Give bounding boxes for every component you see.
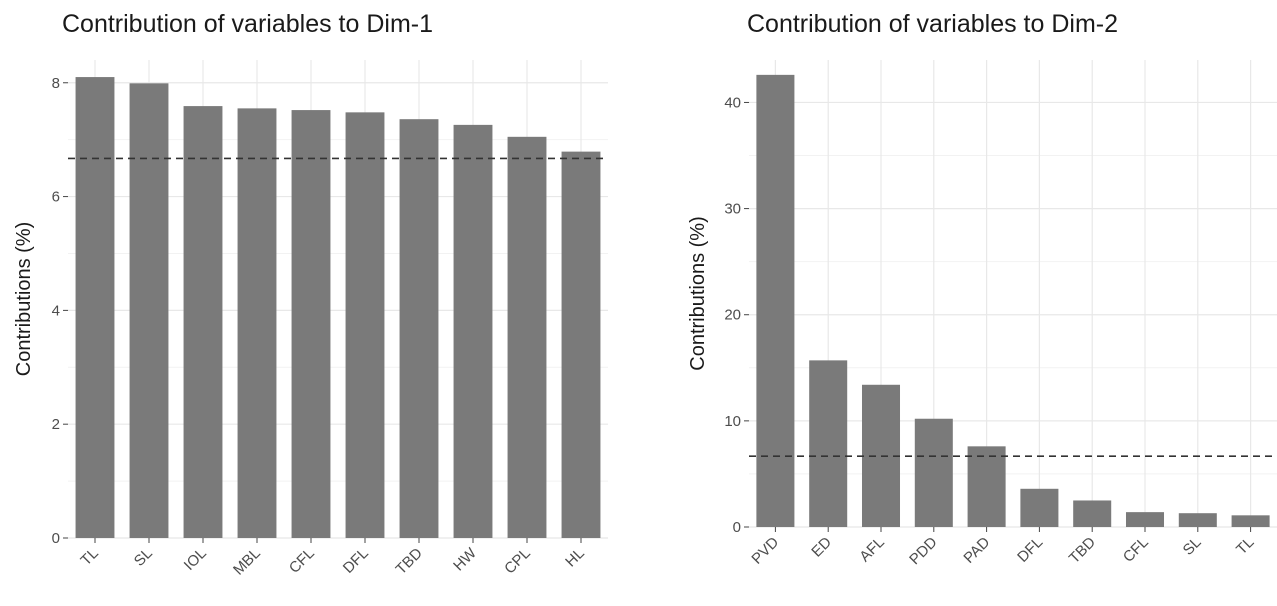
x-tick-label: CFL [286, 545, 318, 577]
y-tick-label: 40 [724, 94, 741, 111]
chart-title: Contribution of variables to Dim-2 [747, 10, 1118, 38]
y-tick-label: 4 [52, 302, 60, 319]
x-tick-label: ED [808, 534, 835, 561]
bar-pdd [914, 418, 953, 527]
bar-tl [75, 77, 115, 539]
bar-dfl [1020, 488, 1059, 527]
x-tick-label: TL [77, 545, 101, 569]
bar-hw [453, 124, 493, 538]
bar-pvd [756, 74, 795, 527]
x-tick-label: TBD [393, 545, 426, 578]
x-tick-label: PVD [748, 534, 782, 568]
bar-mbl [237, 108, 277, 538]
x-tick-label: PAD [960, 534, 993, 567]
x-tick-label: CFL [1120, 534, 1152, 566]
chart-panel-dim2: Contribution of variables to Dim-2 0 10 20… [640, 0, 1277, 606]
y-tick-label: 0 [733, 519, 741, 536]
chart-title: Contribution of variables to Dim-1 [62, 10, 433, 38]
x-tick-label: CPL [501, 545, 534, 578]
bar-hl [561, 151, 601, 538]
x-tick-label: DFL [1014, 534, 1046, 566]
x-tick-label: HW [450, 544, 480, 574]
bar-tbd [399, 119, 439, 538]
x-tick-label: IOL [181, 545, 210, 574]
bar-dfl [345, 112, 385, 538]
x-tick-label: PDD [906, 534, 941, 569]
bar-cpl [507, 136, 547, 539]
x-tick-label: HL [562, 545, 588, 571]
plot-area-dim1: 0 2 4 6 8 TL SL IOL MBL CFL DFL TBD HW CPL HL Contribut… [13, 60, 608, 579]
x-tick-label: SL [131, 545, 156, 570]
y-axis-label: Contributions (%) [687, 216, 709, 371]
bar-sl [129, 83, 169, 538]
bar-iol [183, 106, 223, 538]
bar-cfl [1125, 512, 1165, 527]
y-tick-label: 6 [52, 189, 60, 206]
bar-ed [809, 360, 848, 527]
x-tick-label: MBL [230, 545, 264, 579]
y-tick-label: 8 [52, 75, 60, 92]
y-tick-label: 0 [52, 530, 60, 547]
y-tick-label: 20 [724, 307, 741, 324]
x-tick-label: DFL [340, 545, 372, 577]
y-tick-label: 10 [724, 413, 741, 430]
plot-area-dim2: 0 10 20 30 40 PVD ED AFL PDD PAD DFL TBD CFL SL TL Cont… [687, 60, 1277, 569]
x-tick-label: TL [1233, 534, 1257, 558]
bar-tl [1231, 515, 1270, 527]
y-axis-label: Contributions (%) [13, 222, 35, 377]
bar-sl [1178, 513, 1217, 527]
x-tick-label: AFL [856, 534, 887, 565]
y-tick-label: 2 [52, 416, 60, 433]
bar-pad [967, 446, 1006, 527]
x-tick-label: SL [1180, 534, 1205, 559]
bar-tbd [1073, 500, 1112, 527]
bar-cfl [291, 110, 331, 539]
x-tick-label: TBD [1066, 534, 1099, 567]
y-tick-label: 30 [724, 201, 741, 218]
chart-panel-dim1: Contribution of variables to Dim-1 0 2 4 6 8… [13, 10, 608, 579]
